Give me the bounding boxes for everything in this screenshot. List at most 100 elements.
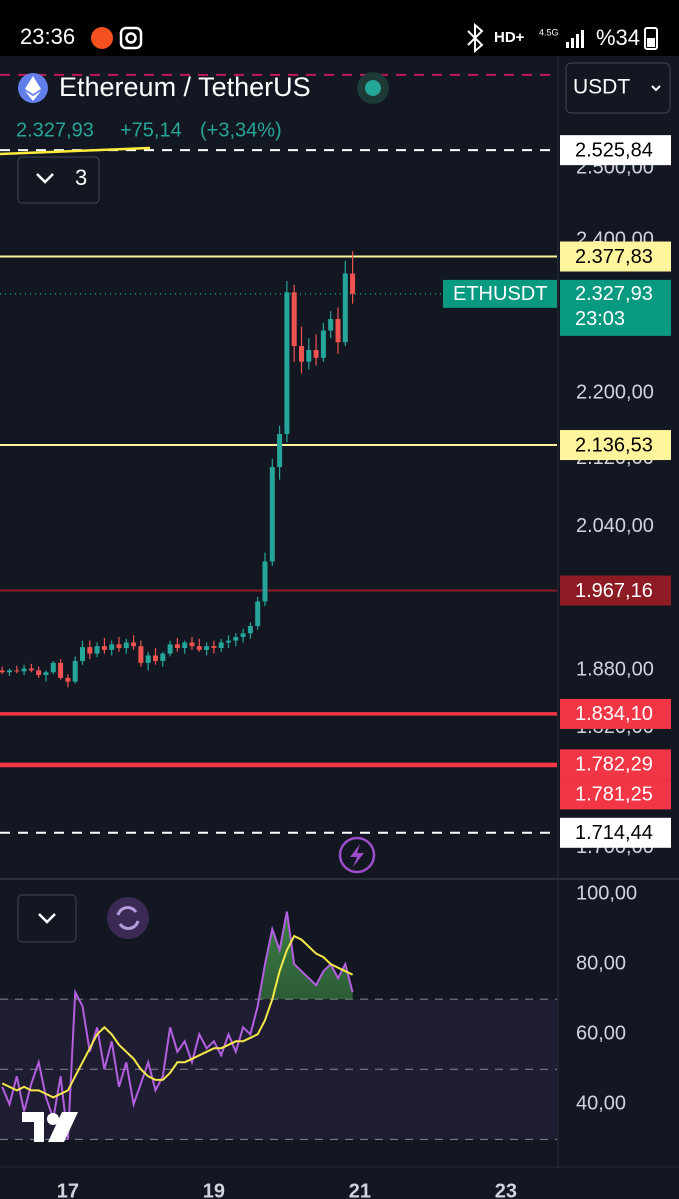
candle-body xyxy=(328,318,334,331)
candle-body xyxy=(72,661,78,682)
candle-body xyxy=(182,642,188,649)
logo xyxy=(22,1112,78,1142)
price-label: 2.525,84 xyxy=(575,139,653,161)
x-tick-label: 21 xyxy=(349,1180,371,1199)
price-label: 1.781,25 xyxy=(575,784,653,806)
collapse-box[interactable] xyxy=(17,894,77,943)
price-label-box xyxy=(560,135,671,166)
price-label: 1.834,10 xyxy=(575,703,653,725)
indicators-toggle[interactable]: 3 xyxy=(17,156,100,204)
candle-body xyxy=(160,653,166,662)
lightning-glyph xyxy=(350,844,364,867)
candle-body xyxy=(306,349,312,362)
x-tick-label: 17 xyxy=(57,1180,79,1199)
indicator-count[interactable]: 3 xyxy=(75,165,87,190)
price-label: 2.377,83 xyxy=(575,246,653,268)
candle-body xyxy=(218,642,224,649)
header-change: +75,14 xyxy=(120,119,182,141)
price-label-box xyxy=(560,698,671,729)
chevron xyxy=(651,85,661,92)
price-label-box xyxy=(560,749,671,780)
candle-body xyxy=(320,330,326,358)
candle-body xyxy=(167,644,173,654)
candle-body xyxy=(233,636,239,641)
candle-body xyxy=(298,346,304,362)
battery-icon xyxy=(644,27,658,50)
chevron xyxy=(36,173,54,184)
price-label-box xyxy=(560,241,671,272)
candle-body xyxy=(240,633,246,637)
candle-body xyxy=(109,644,115,650)
rsi-collapse[interactable] xyxy=(17,894,77,943)
symbol-label: ETHUSDT xyxy=(453,283,547,305)
bluetooth-icon xyxy=(467,22,484,54)
candle-body xyxy=(58,662,64,678)
candle-body xyxy=(335,318,341,343)
price-label-box xyxy=(560,430,671,461)
candle-body xyxy=(174,644,180,649)
dropdown-box[interactable] xyxy=(565,62,671,114)
price-label: 2.136,53 xyxy=(575,434,653,456)
candle-body xyxy=(145,655,151,663)
candle-body xyxy=(6,670,12,673)
y-tick-label: 40,00 xyxy=(576,1093,626,1115)
band-fill xyxy=(0,999,557,1140)
candle-body xyxy=(101,646,107,650)
price-label: 1.967,16 xyxy=(575,580,653,602)
candle-body xyxy=(269,467,275,562)
candle-body xyxy=(211,646,217,649)
rsi-line xyxy=(1,911,354,1140)
status-bar xyxy=(0,0,679,56)
header-price: 2.327,93 xyxy=(16,119,94,141)
candle-body xyxy=(123,642,129,649)
candle-body xyxy=(204,646,210,650)
candle-body xyxy=(225,640,231,643)
candle-body xyxy=(189,642,195,647)
y-tick-label: 2.200,00 xyxy=(576,382,654,404)
price-label-box xyxy=(560,575,671,606)
candle-body xyxy=(28,668,34,671)
candle-body xyxy=(131,642,137,647)
battery-level xyxy=(647,38,655,47)
x-tick-label: 19 xyxy=(203,1180,225,1199)
price-label-box xyxy=(560,779,671,810)
symbol-box xyxy=(443,279,557,308)
candle-body xyxy=(14,670,20,672)
rsi-line xyxy=(1,934,354,1099)
lightning-button[interactable] xyxy=(338,836,376,874)
candle-body xyxy=(255,601,261,626)
countdown: 23:03 xyxy=(575,308,625,330)
price-labels: 2.525,84 2.377,83 2.136,53 1.967,16 1.834,10… xyxy=(443,135,671,848)
toggle-box[interactable] xyxy=(17,156,100,204)
symbol-title: Ethereum / TetherUS xyxy=(59,72,311,102)
candle-body xyxy=(36,670,42,676)
candle-body xyxy=(0,670,5,673)
status-hd: HD+ xyxy=(494,29,525,46)
y-tick-label: 1.880,00 xyxy=(576,659,654,681)
currency-label[interactable]: USDT xyxy=(573,76,630,99)
refresh-circle[interactable] xyxy=(107,897,149,939)
price-label-box xyxy=(560,817,671,848)
candle-body xyxy=(277,433,283,468)
candle-body xyxy=(350,273,356,294)
price-label: 1.782,29 xyxy=(575,754,653,776)
candle-body xyxy=(262,561,268,602)
status-network: 4.5G xyxy=(539,27,559,37)
rsi-refresh[interactable] xyxy=(107,897,149,939)
chevron xyxy=(38,913,56,924)
status-time: 23:36 xyxy=(20,24,75,49)
candle-body xyxy=(50,662,56,673)
last-price-box xyxy=(560,279,671,336)
eth-glyph xyxy=(25,76,41,101)
market-status-dot xyxy=(365,80,381,96)
currency-dropdown[interactable]: USDT xyxy=(565,62,671,114)
refresh-glyph xyxy=(116,906,140,930)
drawing xyxy=(0,146,151,156)
candle-body xyxy=(87,647,93,654)
y-tick-label: 60,00 xyxy=(576,1023,626,1045)
price-label: 1.714,44 xyxy=(575,822,653,844)
candle-body xyxy=(284,292,290,434)
candle-body xyxy=(291,292,297,347)
status-icon xyxy=(119,26,143,50)
